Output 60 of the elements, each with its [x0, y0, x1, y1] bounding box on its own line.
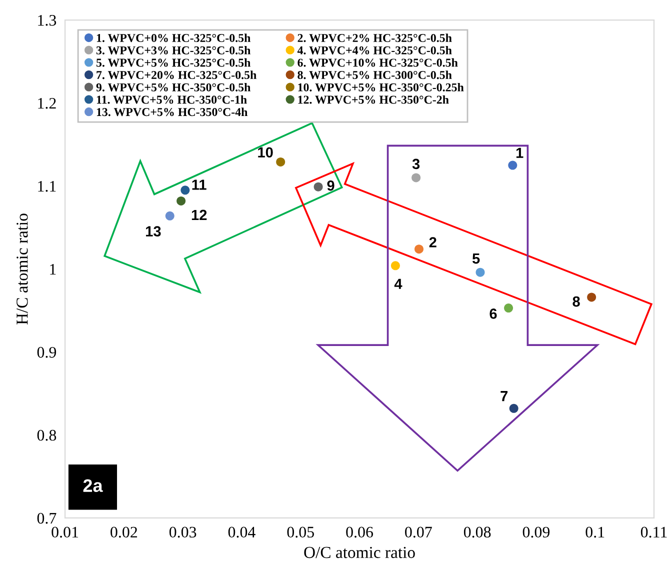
point	[314, 182, 323, 192]
legend-label: 5. WPVC+5% HC-325°C-0.5h	[96, 58, 251, 67]
annotation: 13	[146, 226, 161, 236]
legend-label: 12. WPVC+5% HC-350°C-2h	[298, 95, 449, 104]
x-axis-title: O/C atomic ratio	[304, 546, 415, 558]
x-tick-label: 0.08	[464, 526, 491, 538]
x-tick-label: 0.1	[586, 526, 604, 538]
y-tick-label: 0.7	[37, 512, 56, 524]
y-tick-label: 1	[50, 264, 56, 275]
legend-label: 11. WPVC+5% HC-350°C-1h	[96, 95, 247, 104]
legend-label: 7. WPVC+20% HC-325°C-0.5h	[96, 70, 256, 80]
x-tick-label: 0.07	[405, 526, 432, 538]
x-tick-label: 0.06	[346, 526, 374, 538]
point	[509, 404, 518, 413]
annotation: 12	[192, 210, 207, 220]
y-axis-title: H/C atomic ratio	[16, 214, 28, 325]
legend-label: 3. WPVC+3% HC-325°C-0.5h	[96, 46, 251, 54]
point	[176, 196, 186, 206]
annotation: 10	[258, 147, 273, 158]
x-tick-label: 0.04	[228, 526, 256, 538]
point	[414, 244, 424, 254]
x-tick-label: 0.03	[169, 526, 196, 538]
annotation: 1	[516, 148, 524, 158]
point	[165, 211, 174, 220]
y-tick-label: 1.3	[38, 14, 56, 26]
annotation: 3	[412, 158, 420, 170]
y-tick-label: 1.2	[38, 98, 56, 109]
annotation: 6	[490, 308, 497, 319]
annotation: 7	[500, 391, 508, 402]
point	[504, 304, 514, 313]
legend-label: 4. WPVC+4% HC-325°C-0.5h	[297, 46, 452, 54]
annotation: 4	[394, 278, 402, 289]
point	[180, 186, 190, 195]
annotation: 5	[472, 254, 480, 264]
point	[476, 268, 485, 277]
legend-label: 9. WPVC+5% HC-350°C-0.5h	[96, 82, 251, 92]
legend-label: 1. WPVC+0% HC-325°C-0.5h	[96, 34, 251, 42]
point	[587, 292, 596, 302]
point	[412, 173, 421, 182]
legend-label: 10. WPVC+5% HC-350°C-0.25h	[298, 82, 464, 92]
x-tick-label: 0.11	[640, 526, 667, 538]
point	[508, 160, 518, 170]
x-tick-label: 0.01	[52, 526, 78, 538]
legend-label: 6. WPVC+10% HC-325°C-0.5h	[298, 58, 458, 67]
x-tick-label: 0.02	[110, 526, 138, 538]
annotation: 2	[429, 237, 436, 248]
point	[276, 157, 286, 166]
y-tick-label: 1.1	[38, 181, 56, 192]
legend-label: 2. WPVC+2% HC-325°C-0.5h	[298, 34, 452, 42]
annotation: 2a	[83, 479, 103, 492]
legend-label: 8. WPVC+5% HC-300°C-0.5h	[298, 70, 452, 80]
y-tick-label: 0.8	[37, 430, 56, 441]
y-tick-label: 0.9	[37, 346, 56, 358]
point	[390, 261, 400, 270]
annotation: 9	[327, 180, 334, 191]
annotation: 11	[192, 180, 206, 190]
x-tick-label: 0.09	[522, 526, 550, 538]
x-tick-label: 0.05	[287, 526, 314, 538]
legend-label: 13. WPVC+5% HC-350°C-4h	[96, 108, 248, 116]
annotation: 8	[572, 296, 580, 307]
